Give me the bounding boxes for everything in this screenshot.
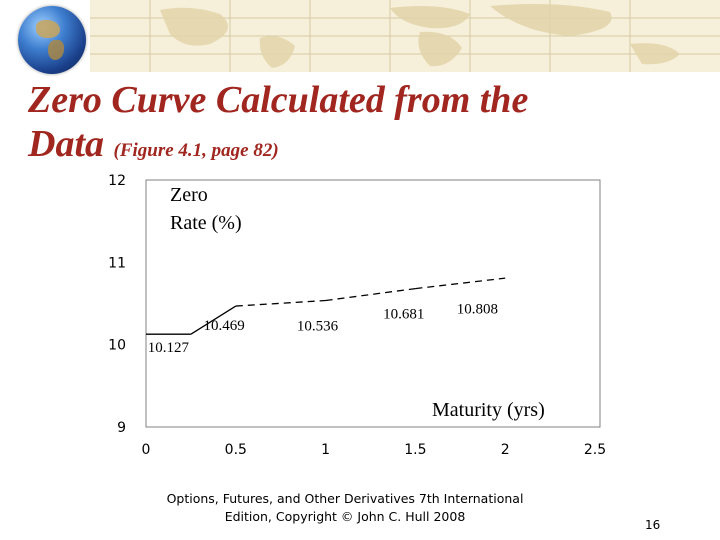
x-tick-label: 1.5	[404, 442, 426, 458]
data-label: 10.681	[383, 306, 424, 322]
zero-curve-segment	[190, 305, 237, 335]
y-tick-label: 11	[108, 255, 126, 271]
x-axis-label: Maturity (yrs)	[432, 399, 545, 421]
x-tick-label: 0.5	[225, 442, 247, 458]
header-banner	[90, 0, 720, 72]
zero-curve-segment	[415, 277, 506, 290]
zero-curve-segment	[235, 299, 326, 307]
data-label: 10.808	[457, 301, 498, 317]
y-axis-label-line1: Zero	[170, 184, 208, 206]
footer-copyright: Options, Futures, and Other Derivatives …	[140, 490, 550, 526]
data-label: 10.469	[203, 318, 244, 334]
world-map-decoration	[90, 0, 720, 72]
y-tick-label: 9	[117, 420, 126, 436]
plot-frame	[145, 179, 601, 428]
y-tick-label: 12	[108, 173, 126, 189]
page-title: Zero Curve Calculated from the Data (Fig…	[28, 78, 528, 173]
data-label: 10.536	[297, 319, 339, 335]
data-label: 10.127	[148, 340, 190, 356]
y-tick-label: 10	[108, 338, 126, 354]
globe-icon	[18, 6, 86, 74]
zero-curve-segment	[325, 287, 416, 302]
x-tick-label: 0	[142, 442, 151, 458]
title-line1: Zero Curve Calculated from the	[28, 79, 529, 121]
footer-line2: Edition, Copyright © John C. Hull 2008	[224, 509, 466, 524]
x-tick-label: 2	[501, 442, 510, 458]
title-subtitle: (Figure 4.1, page 82)	[113, 140, 279, 161]
x-tick-label: 2.5	[584, 442, 606, 458]
footer-line1: Options, Futures, and Other Derivatives …	[166, 491, 524, 506]
page-number: 16	[645, 518, 661, 532]
y-axis-label-line2: Rate (%)	[170, 212, 242, 234]
title-line2: Data	[28, 123, 104, 165]
x-tick-label: 1	[321, 442, 330, 458]
